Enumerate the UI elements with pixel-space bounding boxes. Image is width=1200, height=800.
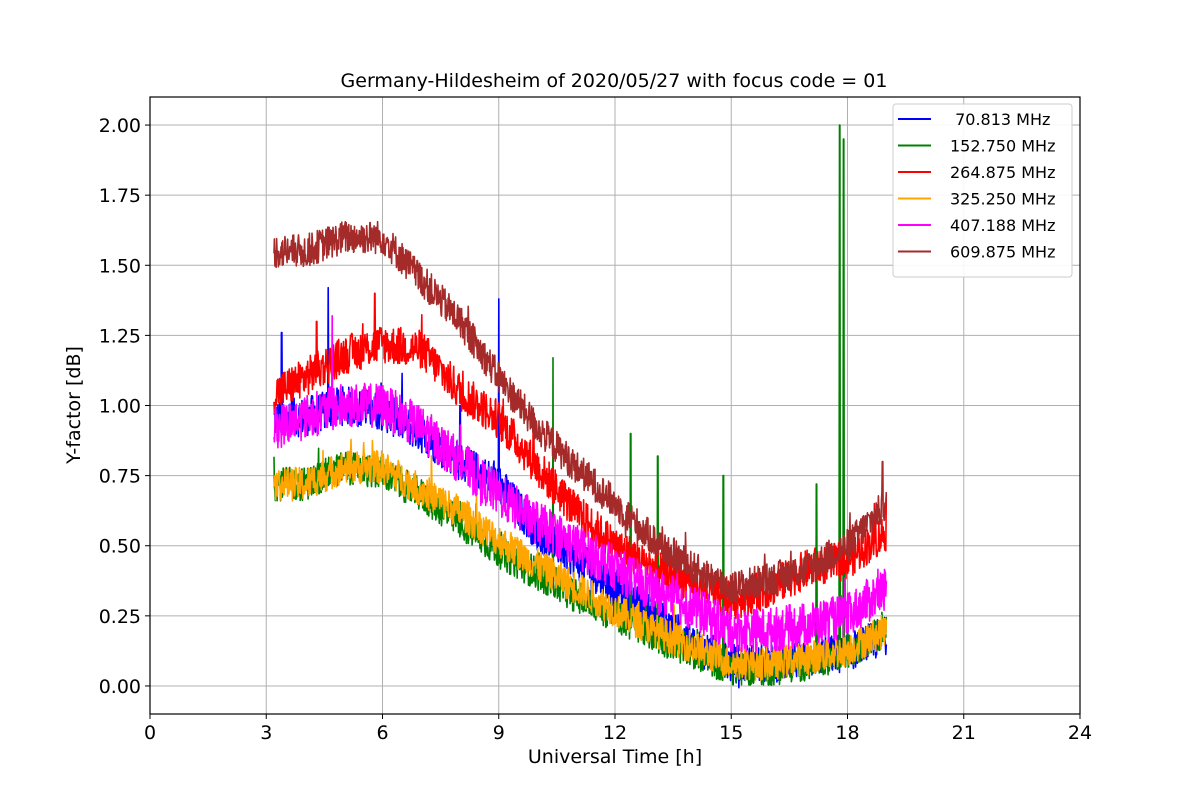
- x-tick-label: 18: [835, 722, 859, 744]
- grid: [149, 97, 1081, 714]
- y-axis: 0.00 0.25 0.50 0.75 1.00 1.25 1.50 1.75 2.00: [99, 115, 150, 698]
- x-tick-label: 0: [144, 722, 156, 744]
- chart-title: Germany-Hildesheim of 2020/05/27 with fo…: [341, 70, 888, 92]
- series-group: [273, 124, 888, 689]
- x-axis-title: Universal Time [h]: [528, 746, 702, 768]
- x-tick-label: 12: [603, 722, 627, 744]
- x-axis: 0 3 6 9 12 15 18 21 24: [144, 714, 1092, 744]
- x-tick-label: 21: [952, 722, 976, 744]
- legend-label: 609.875 MHz: [950, 243, 1055, 262]
- legend: 70.813 MHz 152.750 MHz 264.875 MHz 325.250 …: [892, 103, 1073, 278]
- y-tick-label: 1.00: [99, 396, 141, 418]
- x-tick-label: 6: [376, 722, 388, 744]
- y-tick-label: 1.50: [99, 255, 141, 277]
- x-tick-label: 24: [1068, 722, 1092, 744]
- legend-label: 152.750 MHz: [950, 137, 1055, 156]
- series-line-4: [273, 314, 888, 653]
- legend-label: 264.875 MHz: [950, 163, 1055, 182]
- series-line-2: [273, 292, 888, 621]
- y-tick-label: 2.00: [99, 115, 141, 137]
- x-tick-label: 9: [493, 722, 505, 744]
- x-tick-label: 3: [260, 722, 272, 744]
- legend-label: 325.250 MHz: [950, 190, 1055, 209]
- y-tick-label: 1.75: [99, 185, 141, 207]
- y-tick-label: 1.25: [99, 325, 141, 347]
- y-tick-label: 0.00: [99, 676, 141, 698]
- y-tick-label: 0.25: [99, 606, 141, 628]
- plot-area: [273, 124, 888, 689]
- series-line-5: [273, 220, 888, 605]
- y-tick-label: 0.75: [99, 466, 141, 488]
- y-tick-label: 0.50: [99, 536, 141, 558]
- legend-label: 70.813 MHz: [950, 110, 1050, 129]
- legend-box: [892, 103, 1073, 278]
- series-line-3: [273, 438, 888, 682]
- x-tick-label: 15: [719, 722, 743, 744]
- legend-label: 407.188 MHz: [950, 216, 1055, 235]
- y-axis-title: Y-factor [dB]: [63, 346, 85, 465]
